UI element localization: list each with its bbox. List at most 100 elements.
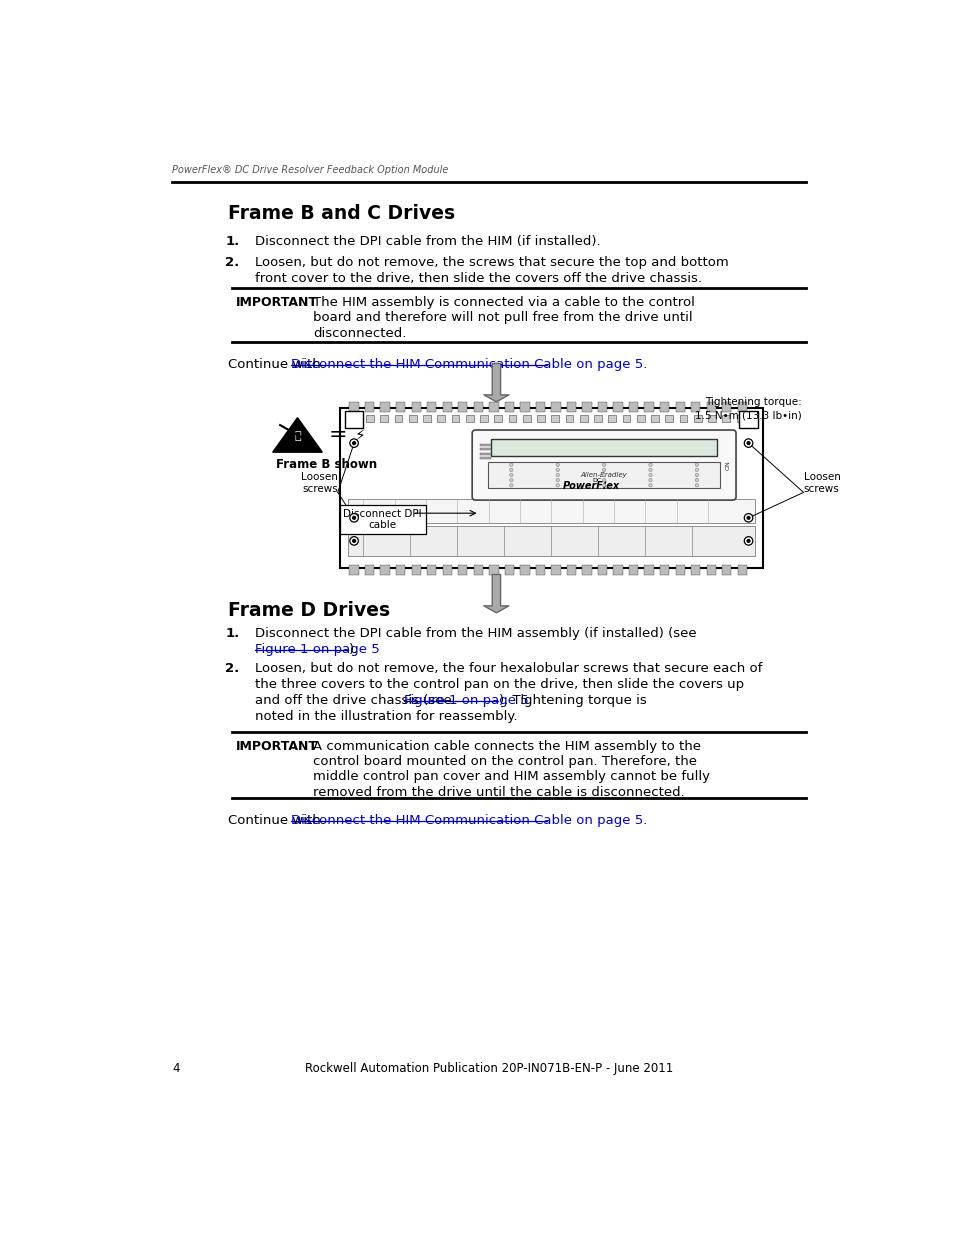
Bar: [465, 415, 473, 422]
Circle shape: [695, 463, 698, 467]
Text: Continue with: Continue with: [228, 814, 324, 827]
Text: Loosen
screws: Loosen screws: [802, 472, 840, 494]
Text: Loosen
screws: Loosen screws: [300, 472, 337, 494]
Bar: [408, 415, 416, 422]
Circle shape: [350, 514, 358, 522]
Text: Allen-Bradley: Allen-Bradley: [580, 473, 627, 478]
Circle shape: [350, 438, 358, 447]
Bar: [721, 564, 731, 574]
Bar: [637, 415, 644, 422]
Bar: [679, 415, 687, 422]
Bar: [348, 526, 754, 556]
Bar: [608, 415, 616, 422]
Bar: [504, 564, 514, 574]
Bar: [451, 415, 459, 422]
Bar: [551, 564, 560, 574]
Text: 1.: 1.: [225, 627, 239, 640]
Bar: [690, 564, 700, 574]
Text: front cover to the drive, then slide the covers off the drive chassis.: front cover to the drive, then slide the…: [254, 272, 701, 285]
Circle shape: [695, 478, 698, 482]
Bar: [721, 415, 729, 422]
Bar: [644, 564, 653, 574]
Text: control board mounted on the control pan. Therefore, the: control board mounted on the control pan…: [313, 755, 697, 768]
Circle shape: [556, 473, 558, 477]
Bar: [344, 411, 363, 427]
Text: Frame B and C Drives: Frame B and C Drives: [228, 204, 455, 222]
Text: DC: DC: [592, 478, 601, 483]
Bar: [721, 401, 731, 411]
Text: Disconnect the HIM Communication Cable on page 5.: Disconnect the HIM Communication Cable o…: [291, 358, 647, 370]
Text: Disconnect the DPI cable from the HIM (if installed).: Disconnect the DPI cable from the HIM (i…: [254, 235, 599, 248]
Bar: [442, 564, 452, 574]
Circle shape: [648, 473, 652, 477]
Bar: [395, 415, 402, 422]
Bar: [380, 415, 388, 422]
Text: The HIM assembly is connected via a cable to the control: The HIM assembly is connected via a cabl…: [313, 296, 694, 309]
Bar: [349, 401, 358, 411]
Bar: [613, 564, 622, 574]
Bar: [551, 415, 558, 422]
Bar: [613, 401, 622, 411]
Bar: [457, 401, 467, 411]
Bar: [508, 415, 516, 422]
Bar: [480, 453, 490, 454]
Circle shape: [353, 540, 355, 542]
Circle shape: [746, 540, 749, 542]
Bar: [659, 401, 669, 411]
Circle shape: [601, 463, 605, 467]
Bar: [504, 401, 514, 411]
Text: Tightening torque:: Tightening torque:: [704, 396, 801, 406]
Bar: [519, 564, 529, 574]
Circle shape: [695, 468, 698, 472]
Bar: [480, 448, 490, 451]
Text: IMPORTANT: IMPORTANT: [235, 296, 317, 309]
Bar: [349, 564, 358, 574]
Bar: [380, 564, 390, 574]
Text: =: =: [328, 425, 347, 445]
Text: removed from the drive until the cable is disconnected.: removed from the drive until the cable i…: [313, 785, 684, 799]
FancyBboxPatch shape: [340, 409, 761, 568]
Text: board and therefore will not pull free from the drive until: board and therefore will not pull free f…: [313, 311, 692, 325]
Bar: [622, 415, 630, 422]
Bar: [707, 415, 715, 422]
Bar: [706, 401, 715, 411]
Bar: [479, 415, 487, 422]
Bar: [489, 564, 498, 574]
Bar: [650, 415, 659, 422]
Text: Loosen, but do not remove, the four hexalobular screws that secure each of: Loosen, but do not remove, the four hexa…: [254, 662, 761, 674]
Circle shape: [556, 468, 558, 472]
Circle shape: [509, 473, 513, 477]
Bar: [739, 411, 757, 427]
Text: 2.: 2.: [225, 256, 239, 269]
Bar: [598, 401, 606, 411]
Text: 2.: 2.: [225, 662, 239, 674]
Circle shape: [601, 484, 605, 487]
Bar: [488, 462, 720, 488]
Text: the three covers to the control pan on the drive, then slide the covers up: the three covers to the control pan on t…: [254, 678, 743, 690]
Bar: [352, 415, 359, 422]
Circle shape: [601, 473, 605, 477]
Text: and off the drive chassis (see: and off the drive chassis (see: [254, 694, 456, 708]
Bar: [536, 564, 544, 574]
Circle shape: [556, 463, 558, 467]
Text: ). Tightening torque is: ). Tightening torque is: [498, 694, 646, 708]
Bar: [366, 415, 374, 422]
Circle shape: [509, 463, 513, 467]
Bar: [365, 401, 374, 411]
Bar: [480, 445, 490, 446]
Circle shape: [743, 438, 752, 447]
Bar: [494, 415, 501, 422]
Text: Figure 1 on page 5: Figure 1 on page 5: [254, 643, 379, 656]
Bar: [628, 564, 638, 574]
Bar: [395, 401, 405, 411]
Circle shape: [556, 484, 558, 487]
Circle shape: [648, 463, 652, 467]
Bar: [664, 415, 673, 422]
Text: ON: ON: [725, 461, 730, 471]
Bar: [566, 401, 576, 411]
Bar: [427, 564, 436, 574]
Bar: [442, 401, 452, 411]
Text: Frame D Drives: Frame D Drives: [228, 601, 390, 620]
Bar: [566, 564, 576, 574]
Bar: [380, 401, 390, 411]
